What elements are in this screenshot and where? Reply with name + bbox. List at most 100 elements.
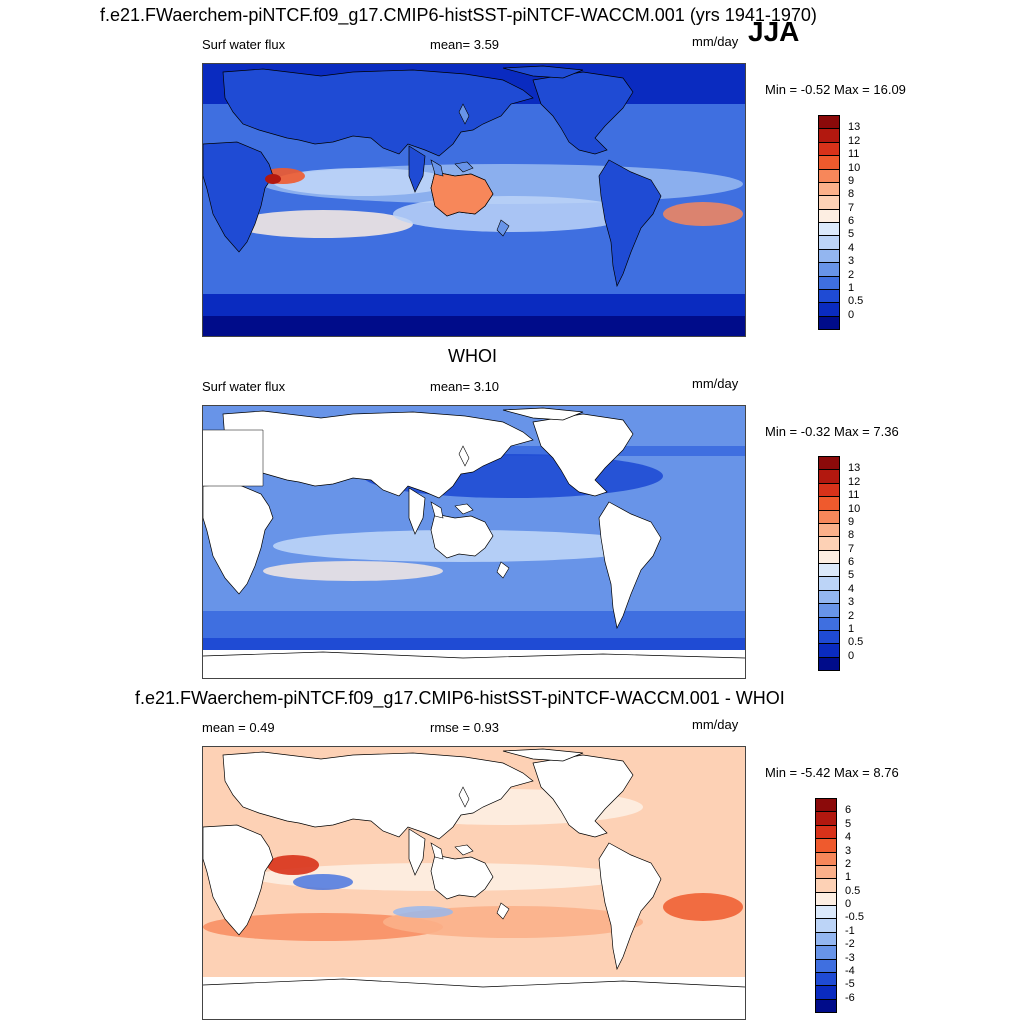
colorbar-tick-label: 6 (848, 215, 855, 227)
colorbar-swatch (818, 315, 840, 330)
colorbar-swatch (818, 195, 840, 210)
colorbar-swatch (818, 482, 840, 498)
colorbar-swatch (815, 918, 837, 933)
colorbar-tick-label: -3 (845, 951, 855, 964)
colorbar-tick-label: 2 (848, 609, 855, 622)
panel-minmax-label: Min = -0.52 Max = 16.09 (765, 82, 906, 97)
panel-mean-label: mean= 3.10 (430, 379, 500, 394)
colorbar-swatch (818, 536, 840, 551)
colorbar-swatch (815, 798, 837, 813)
colorbar-tick-label: -1 (845, 924, 855, 937)
colorbar-tick-label: -4 (845, 964, 855, 977)
map-plot (202, 63, 746, 337)
colorbar: 6 5 4 3 2 1 0.5 0 -0.5 -1 -2 -3 -4 -5 -6 (815, 798, 864, 1013)
colorbar-swatch (818, 616, 840, 631)
colorbar-swatch (818, 576, 840, 591)
colorbar-swatch (815, 838, 837, 853)
panel-units-label: mm/day (692, 34, 739, 49)
colorbar-swatch (815, 851, 837, 866)
panel-title: f.e21.FWaerchem-piNTCF.f09_g17.CMIP6-his… (135, 688, 785, 708)
colorbar-swatch (818, 168, 840, 183)
colorbar: 13 12 11 10 9 8 7 6 5 4 3 2 1 0.5 0 (818, 115, 863, 330)
colorbar-tick-label: 3 (848, 596, 855, 609)
panel-mean-label: mean = 0.49 (202, 720, 275, 735)
colorbar-swatch (815, 958, 837, 973)
panel-left-label: Surf water flux (202, 379, 286, 394)
colorbar-tick-label: -0.5 (845, 911, 864, 924)
colorbar-swatch (815, 971, 837, 987)
colorbar-swatch (815, 945, 837, 960)
panel-rmse-label: rmse = 0.93 (430, 720, 500, 735)
colorbar-swatch (818, 128, 840, 143)
colorbar-swatch (815, 931, 837, 947)
colorbar-tick-label: 10 (848, 502, 861, 515)
colorbar-swatch (818, 603, 840, 618)
colorbar-tick-label: 0 (848, 649, 855, 662)
colorbar-tick-label: 11 (848, 148, 860, 161)
colorbar-swatch (815, 985, 837, 1000)
map-plot (202, 405, 746, 679)
colorbar-swatch (818, 115, 840, 130)
colorbar-tick-label: 1 (848, 622, 855, 635)
colorbar-tick-label: 10 (848, 161, 861, 174)
colorbar-swatch (818, 629, 840, 645)
panel-title: WHOI (448, 346, 497, 366)
colorbar-tick-label: 4 (848, 582, 855, 595)
colorbar-swatch (818, 549, 840, 564)
colorbar-swatch (815, 864, 837, 880)
colorbar-swatch (818, 522, 840, 538)
colorbar-swatch (815, 878, 837, 893)
colorbar-tick-label: 2 (845, 857, 852, 870)
colorbar-swatch (818, 155, 840, 170)
panel-mean-label: mean= 3.59 (430, 37, 500, 52)
colorbar-swatch (818, 288, 840, 304)
colorbar-swatch (818, 222, 840, 237)
panel-minmax-label: Min = -0.32 Max = 7.36 (765, 424, 899, 439)
colorbar-swatch (818, 509, 840, 524)
colorbar-tick-label: 13 (848, 462, 861, 475)
panel-left-label: Surf water flux (202, 37, 286, 52)
colorbar-tick-label: 12 (848, 475, 861, 488)
contour-map (203, 406, 745, 678)
colorbar-swatch (818, 563, 840, 578)
colorbar-swatch (815, 998, 837, 1013)
colorbar-tick-label: 12 (848, 134, 861, 147)
panel-units-label: mm/day (692, 717, 739, 732)
colorbar-tick-label: 3 (845, 844, 852, 857)
colorbar-swatch (815, 905, 837, 920)
colorbar-tick-label: 0.5 (848, 295, 864, 308)
colorbar-tick-label: 8 (848, 188, 855, 201)
colorbar-tick-label: 4 (848, 241, 855, 254)
colorbar-swatch (815, 891, 837, 906)
colorbar-swatch (818, 141, 840, 157)
colorbar-tick-label: 4 (845, 831, 852, 844)
colorbar-swatch (818, 589, 840, 605)
colorbar-swatch (818, 275, 840, 290)
colorbar-tick-label: 6 (848, 556, 855, 568)
colorbar-swatch (818, 656, 840, 671)
panel-units-label: mm/day (692, 376, 739, 391)
season-label: JJA (748, 16, 800, 47)
colorbar-tick-label: 9 (848, 174, 855, 187)
colorbar-swatch (818, 248, 840, 264)
colorbar-tick-label: 0.5 (848, 636, 864, 649)
contour-map (203, 747, 745, 1019)
colorbar-swatch (818, 208, 840, 223)
colorbar-swatch (818, 235, 840, 250)
colorbar-tick-label: 5 (848, 569, 855, 582)
map-plot (202, 746, 746, 1020)
panel-minmax-label: Min = -5.42 Max = 8.76 (765, 765, 899, 780)
colorbar-tick-label: 8 (848, 529, 855, 542)
colorbar-tick-label: 2 (848, 268, 855, 281)
colorbar-tick-label: 7 (848, 542, 855, 555)
colorbar-tick-label: 5 (845, 817, 852, 830)
colorbar-tick-label: 0 (848, 308, 855, 321)
colorbar-tick-label: 5 (848, 228, 855, 241)
colorbar-swatch (818, 181, 840, 197)
colorbar-tick-label: 0 (845, 898, 852, 910)
main-title: f.e21.FWaerchem-piNTCF.f09_g17.CMIP6-his… (100, 5, 817, 25)
colorbar-tick-label: -5 (845, 978, 855, 991)
colorbar-tick-label: -6 (845, 991, 855, 1004)
colorbar-tick-label: 1 (845, 871, 852, 884)
colorbar-tick-label: 7 (848, 201, 855, 214)
